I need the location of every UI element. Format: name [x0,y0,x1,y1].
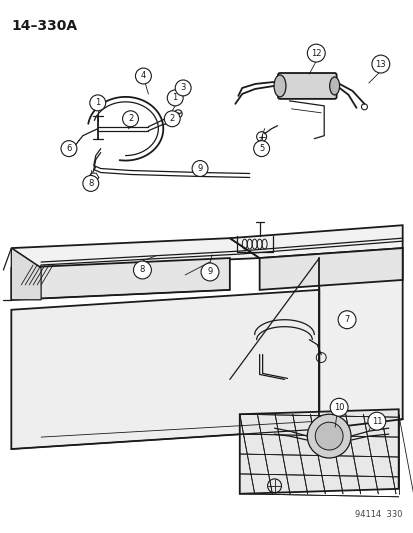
Circle shape [61,141,77,157]
Circle shape [167,90,183,106]
Text: 13: 13 [375,60,385,69]
Circle shape [175,80,191,96]
Text: 8: 8 [140,265,145,274]
Circle shape [315,422,342,450]
Polygon shape [318,248,402,429]
Circle shape [192,160,207,176]
Circle shape [330,398,347,416]
Text: 4: 4 [140,71,146,80]
Circle shape [164,111,180,127]
Ellipse shape [273,75,285,97]
Polygon shape [11,248,41,300]
Polygon shape [229,225,402,258]
Text: 2: 2 [128,114,133,123]
Text: 12: 12 [310,49,321,58]
Text: 1: 1 [95,99,100,107]
Circle shape [122,111,138,127]
Polygon shape [259,248,402,290]
Text: 14–330A: 14–330A [11,19,77,33]
Text: 11: 11 [371,417,381,426]
Polygon shape [11,238,259,268]
Circle shape [253,141,269,157]
FancyBboxPatch shape [278,73,336,99]
Text: 8: 8 [88,179,93,188]
Circle shape [367,412,385,430]
Circle shape [90,95,105,111]
Circle shape [201,263,218,281]
Circle shape [371,55,389,73]
Ellipse shape [329,77,339,95]
Polygon shape [239,409,398,494]
Text: 3: 3 [180,84,185,92]
Text: 9: 9 [207,268,212,277]
Text: 5: 5 [259,144,263,153]
Text: 6: 6 [66,144,71,153]
Polygon shape [11,258,229,300]
Text: 2: 2 [169,114,174,123]
Circle shape [133,261,151,279]
Text: 9: 9 [197,164,202,173]
Circle shape [135,68,151,84]
Text: 94114  330: 94114 330 [354,510,401,519]
Circle shape [306,414,350,458]
Text: 7: 7 [344,315,349,324]
Circle shape [337,311,355,329]
Circle shape [306,44,325,62]
Circle shape [83,175,98,191]
Text: 1: 1 [172,93,178,102]
Text: 10: 10 [333,403,344,412]
Polygon shape [11,290,318,449]
